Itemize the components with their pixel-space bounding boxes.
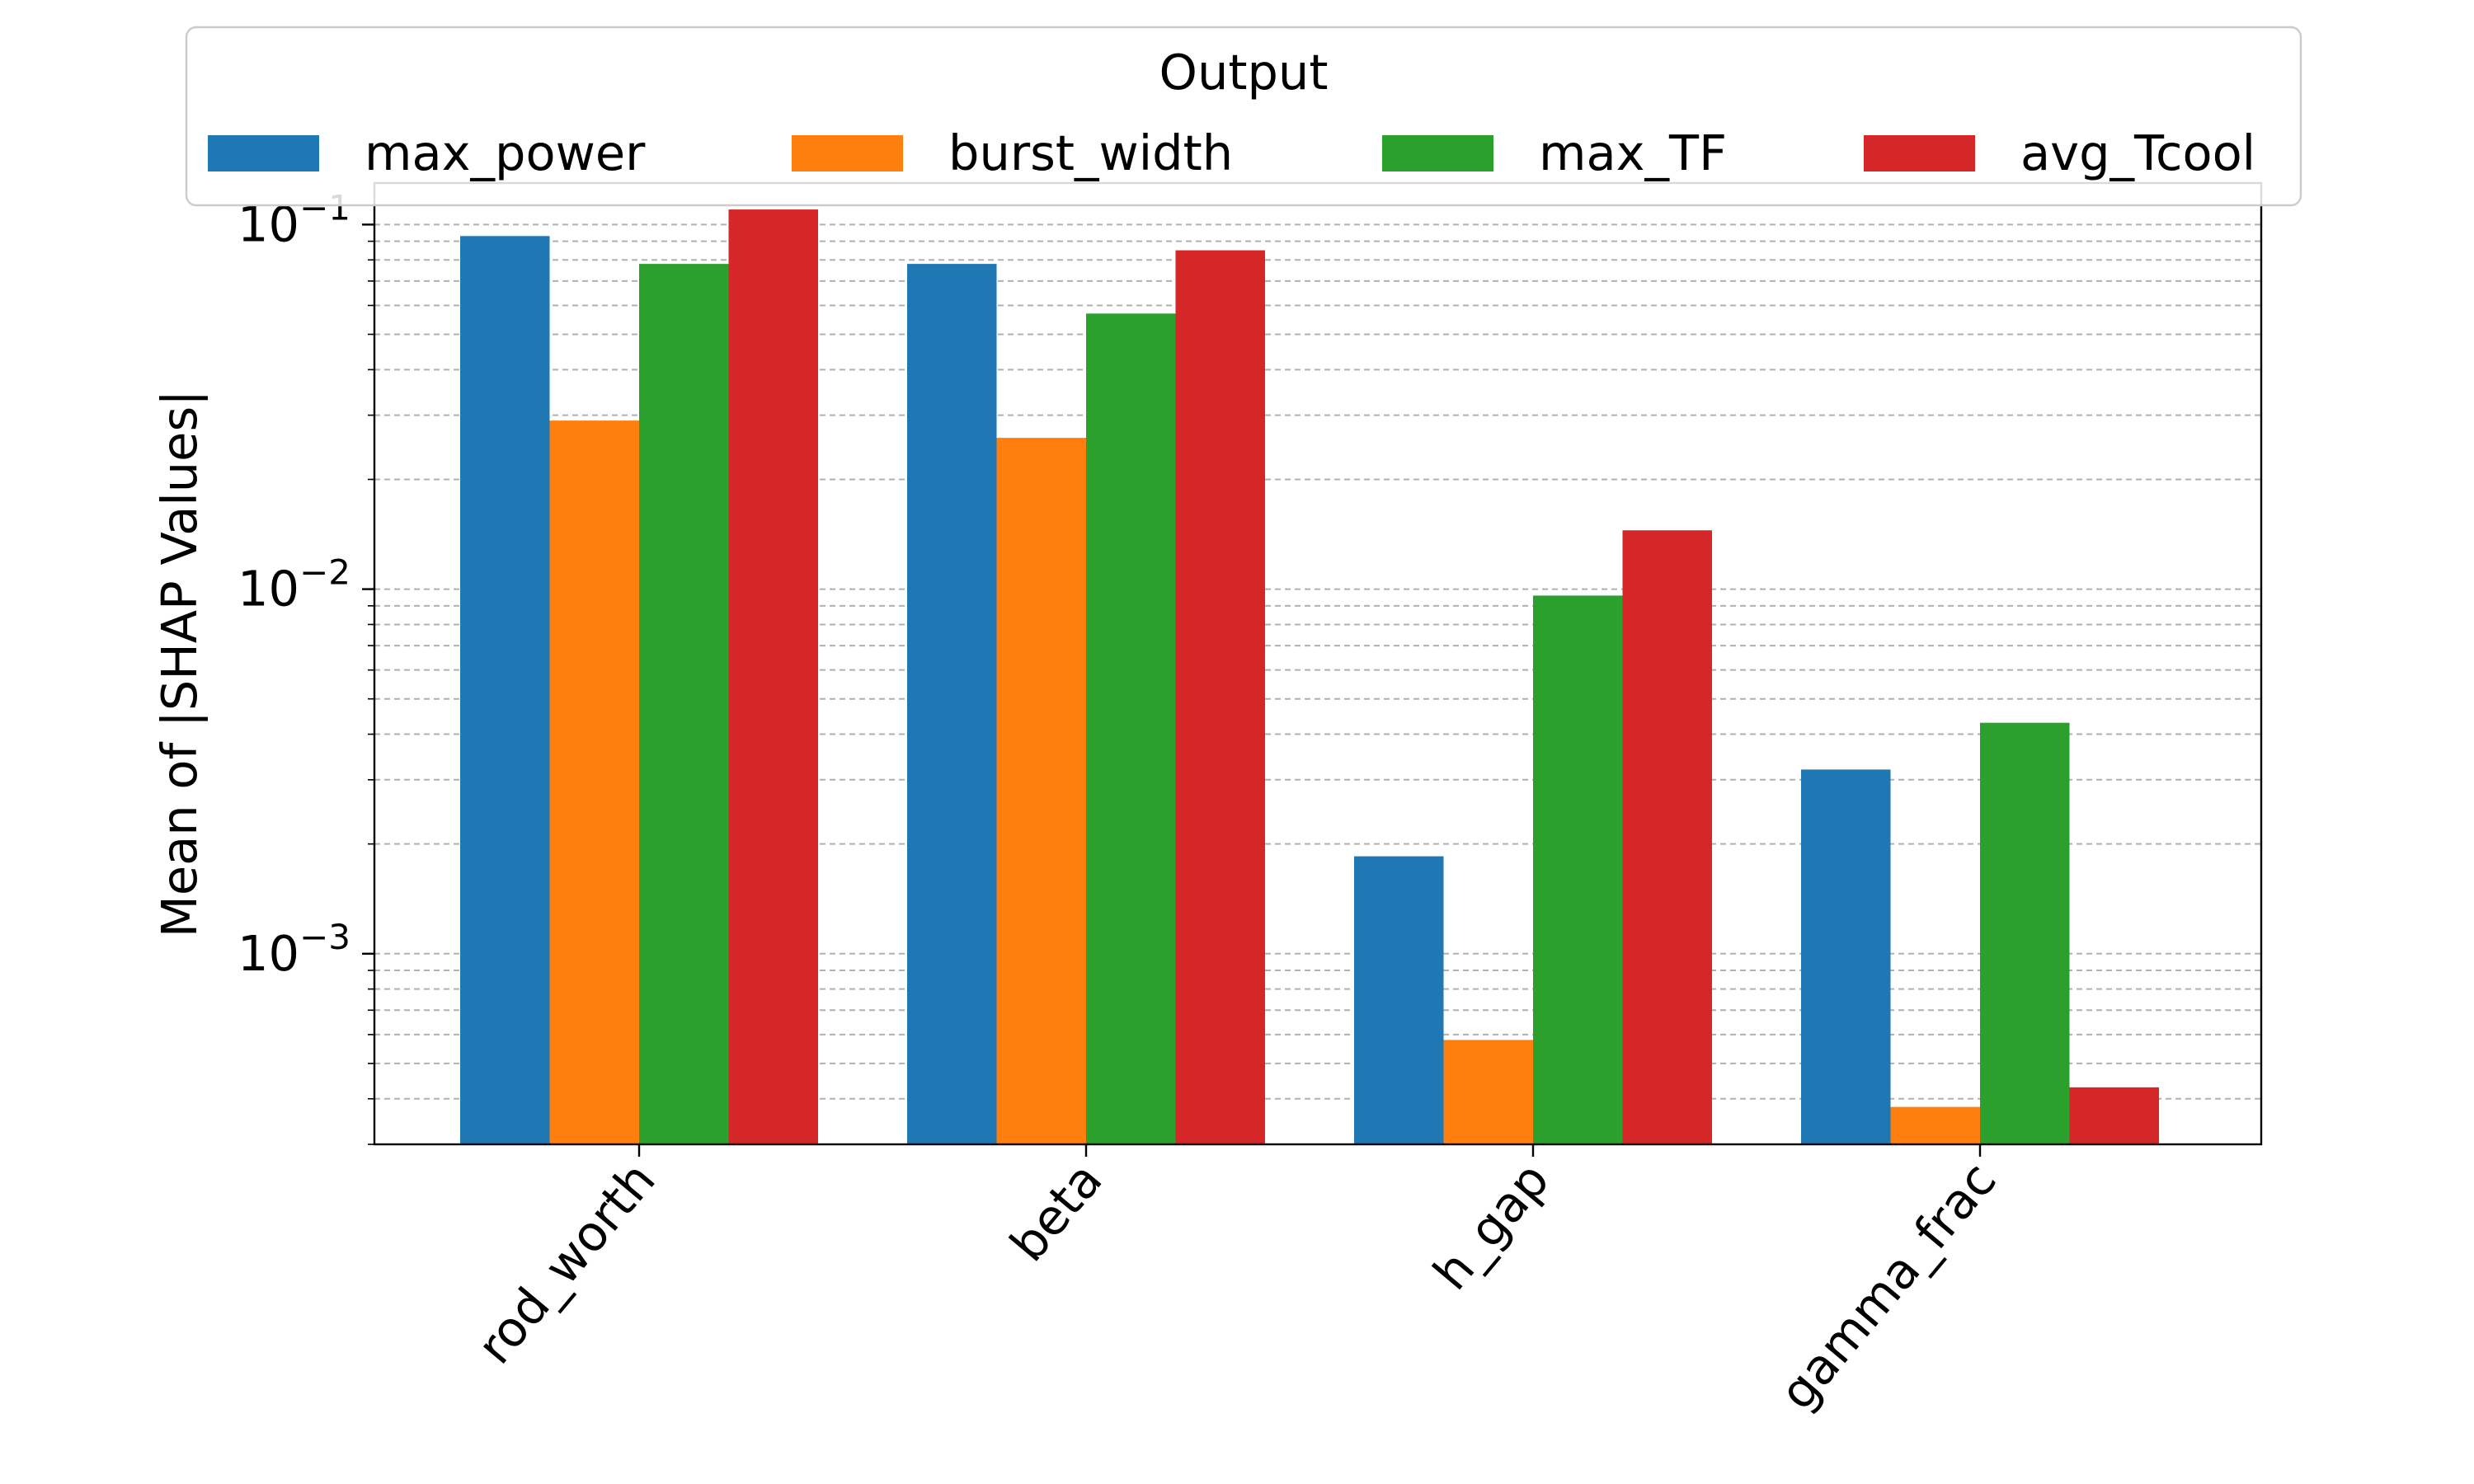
y-axis-ticks: 10−310−210−1 <box>238 187 374 1145</box>
legend-swatch-max_power <box>208 135 319 171</box>
bar-max_TF-rod_worth <box>639 264 729 1144</box>
legend-label-burst_width: burst_width <box>948 124 1233 181</box>
legend-swatch-max_TF <box>1382 135 1493 171</box>
bar-avg_Tcool-beta <box>1175 250 1265 1145</box>
bar-max_power-rod_worth <box>460 236 550 1144</box>
x-tick-label: beta <box>999 1152 1112 1272</box>
legend-label-max_TF: max_TF <box>1539 124 1727 181</box>
legend-entries: max_power burst_width max_TF avg_Tcool <box>208 124 2255 181</box>
bar-burst_width-h_gap <box>1443 1040 1533 1144</box>
x-tick-label: gamma_frac <box>1768 1152 2006 1421</box>
grid-lines <box>374 223 2261 1145</box>
bar-max_power-gamma_frac <box>1801 769 1891 1144</box>
bar-max_TF-gamma_frac <box>1980 722 2070 1144</box>
legend: Output max_power burst_width max_TF avg_Tco… <box>185 26 2302 207</box>
x-axis-ticks: rod_worth beta h_gap gamma_frac <box>466 1144 2007 1421</box>
legend-frame <box>185 26 2302 207</box>
legend-swatch-avg_Tcool <box>1864 135 1975 171</box>
legend-label-avg_Tcool: avg_Tcool <box>2020 124 2255 181</box>
bar-max_power-beta <box>907 264 997 1144</box>
legend-swatch-burst_width <box>792 135 903 171</box>
x-tick-label: h_gap <box>1422 1152 1559 1301</box>
bar-burst_width-rod_worth <box>549 420 639 1144</box>
bar-burst_width-gamma_frac <box>1890 1106 1980 1144</box>
bar-avg_Tcool-gamma_frac <box>2069 1087 2159 1144</box>
legend-label-max_power: max_power <box>365 124 646 181</box>
bar-max_TF-beta <box>1086 313 1176 1144</box>
bar-max_TF-h_gap <box>1533 595 1623 1144</box>
legend-title: Output <box>1159 44 1329 101</box>
bar-avg_Tcool-h_gap <box>1622 530 1712 1144</box>
bar-avg_Tcool-rod_worth <box>728 209 818 1145</box>
y-tick-label: 10−2 <box>238 552 350 618</box>
y-tick-label: 10−3 <box>238 917 350 982</box>
bar-burst_width-beta <box>996 438 1086 1144</box>
bar-max_power-h_gap <box>1354 856 1444 1144</box>
bars <box>460 209 2159 1145</box>
y-axis-label: Mean of |SHAP Values| <box>151 390 208 937</box>
x-tick-label: rod_worth <box>466 1152 666 1374</box>
